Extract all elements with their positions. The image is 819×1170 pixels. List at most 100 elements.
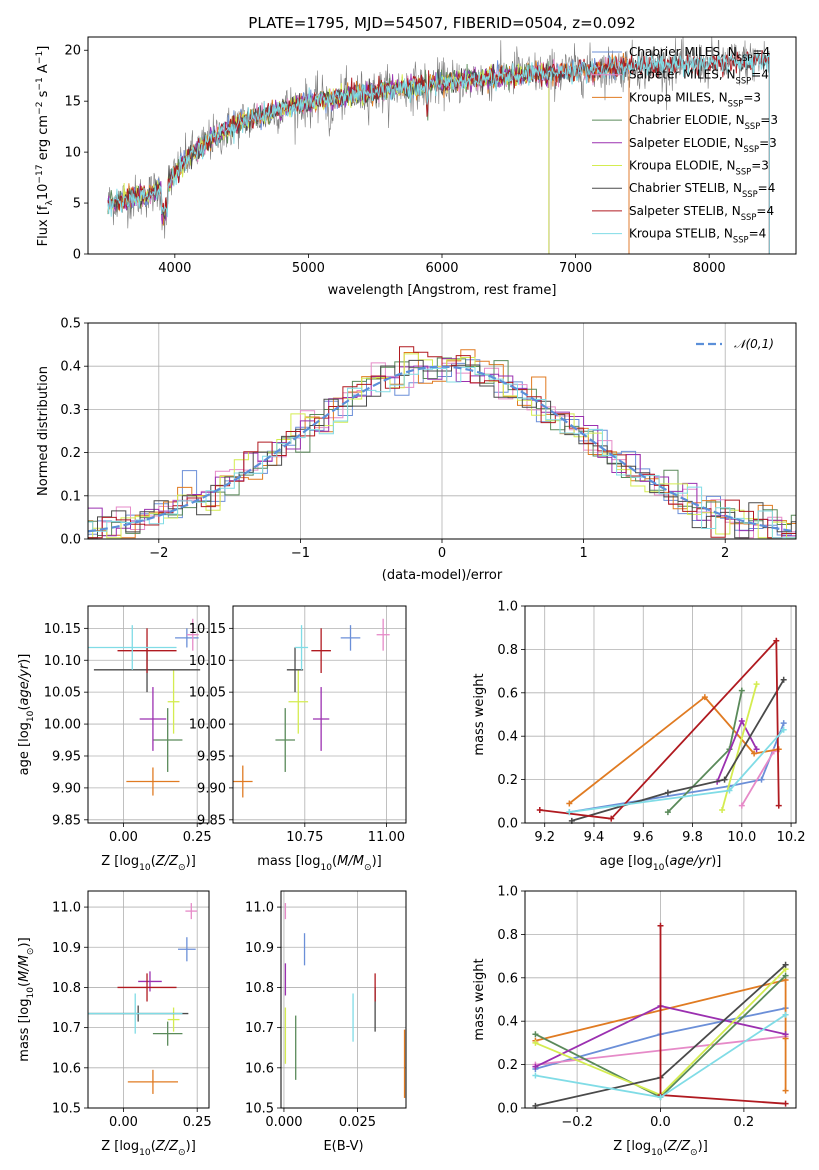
residuals-panel: −2 −1 0 1 2 0.0 0.1 0.2 0.3 0.4 0.5 (data-model)/er… <box>36 317 797 583</box>
legend-label: Kroupa ELODIE, NSSP=3 <box>629 159 769 177</box>
mass-vs-ebv-xtick-label: 0.000 <box>265 1115 302 1130</box>
legend-label: Kroupa STELIB, NSSP=4 <box>629 227 766 245</box>
residuals-ytick-label: 0.5 <box>60 317 81 332</box>
age-vs-mass-ytick-label: 9.85 <box>197 813 226 828</box>
legend-label: Chabrier ELODIE, NSSP=3 <box>629 113 778 131</box>
residuals-xtick-label: −2 <box>149 546 168 561</box>
weight-vs-age-xtick-label: 10.0 <box>727 830 756 845</box>
weight-vs-age-marker <box>775 802 782 809</box>
weight-vs-Z-marker <box>657 922 664 929</box>
spectrum-xtick-label: 7000 <box>559 261 592 276</box>
residuals-histogram <box>88 359 796 539</box>
mass-vs-Z-frame <box>87 890 210 1109</box>
age-vs-mass-ytick-label: 10.10 <box>189 654 226 669</box>
weight-vs-age-series-line <box>721 683 758 811</box>
residuals-legend-label: 𝒩(0,1) <box>734 337 774 351</box>
weight-vs-Z-marker <box>532 1072 539 1079</box>
weight-vs-age-ylabel: mass weight <box>472 673 487 755</box>
mass-vs-Z-xtick-label: 0.00 <box>109 1115 138 1130</box>
residuals-xtick-label: 2 <box>721 546 729 561</box>
weight-vs-Z-ytick-label: 0.6 <box>497 971 518 986</box>
legend-label: Salpeter MILES, NSSP=4 <box>629 68 769 86</box>
spectrum-ytick-label: 20 <box>64 44 81 59</box>
mass-vs-ebv-xtick-label: 0.025 <box>339 1115 376 1130</box>
weight-vs-age-series-line <box>568 695 779 805</box>
spectrum-legend: Chabrier MILES, NSSP=4 Salpeter MILES, NS… <box>592 45 778 245</box>
legend-label: Chabrier STELIB, NSSP=4 <box>629 181 775 199</box>
age-vs-mass-frame <box>232 605 407 824</box>
weight-vs-Z-marker <box>782 1031 789 1038</box>
normal-curve <box>87 365 797 533</box>
weight-vs-age-ytick-label: 0.0 <box>497 817 518 832</box>
weight-vs-age-marker <box>726 787 733 794</box>
age-vs-Z-ytick-label: 10.00 <box>44 718 81 733</box>
weight-vs-Z-ytick-label: 0.0 <box>497 1102 518 1117</box>
age-vs-Z-ytick-label: 10.10 <box>44 654 81 669</box>
age-vs-mass-xtick-label: 10.75 <box>286 830 323 845</box>
weight-vs-Z-ylabel: mass weight <box>472 958 487 1040</box>
weight-vs-age-xtick-label: 9.6 <box>633 830 654 845</box>
weight-vs-age-ytick-label: 0.8 <box>497 643 518 658</box>
weight-vs-age-series-line <box>569 729 785 813</box>
spectrum-model-line <box>107 50 770 254</box>
age-vs-mass-ytick-label: 9.95 <box>197 749 226 764</box>
spectrum-xtick-label: 4000 <box>158 261 191 276</box>
residuals-xtick-label: 1 <box>579 546 587 561</box>
mass-vs-Z-ytick-label: 10.9 <box>52 941 81 956</box>
weight-vs-Z-xtick-label: 0.0 <box>650 1115 671 1130</box>
weight-vs-age-series-line <box>741 750 775 807</box>
spectrum-ytick-label: 15 <box>64 95 81 110</box>
weight-vs-age-marker <box>773 637 780 644</box>
weight-vs-Z-marker <box>782 1100 789 1107</box>
spectrum-xtick-label: 8000 <box>693 261 726 276</box>
residuals-xtick-label: 0 <box>438 546 446 561</box>
legend-label: Salpeter ELODIE, NSSP=3 <box>629 136 777 154</box>
residuals-ylabel: Normed distribution <box>36 366 51 496</box>
mass-vs-ebv-ytick-label: 10.9 <box>245 941 274 956</box>
weight-vs-age-marker <box>608 815 615 822</box>
legend-label: Salpeter STELIB, NSSP=4 <box>629 204 774 222</box>
residuals-ytick-label: 0.3 <box>60 403 81 418</box>
mass-vs-ebv-ytick-label: 10.5 <box>245 1102 274 1117</box>
age-vs-Z-frame <box>87 605 210 824</box>
mass-vs-ebv-frame <box>280 890 407 1109</box>
weight-vs-age-panel: 9.2 9.4 9.6 9.8 10.0 10.2 0.0 0.2 0.4 0.6 0.8 1.0 ag… <box>472 600 806 874</box>
weight-vs-age-marker <box>753 746 760 753</box>
weight-vs-age-ytick-label: 0.6 <box>497 686 518 701</box>
residuals-ytick-label: 0.4 <box>60 360 81 375</box>
mass-vs-ebv-ytick-label: 11.0 <box>245 901 274 916</box>
age-vs-mass-xlabel: mass [log10(M/M⊙)] <box>257 854 381 873</box>
residuals-histogram <box>88 358 796 537</box>
legend-label: Chabrier MILES, NSSP=4 <box>629 45 770 63</box>
weight-vs-age-marker <box>738 687 745 694</box>
age-vs-Z-ytick-label: 9.90 <box>52 781 81 796</box>
spectrum-title: PLATE=1795, MJD=54507, FIBERID=0504, z=0… <box>248 14 635 32</box>
weight-vs-age-marker <box>721 776 728 783</box>
residuals-histogram <box>88 346 796 539</box>
residuals-xtick-label: −1 <box>291 546 310 561</box>
residuals-ytick-label: 0.0 <box>60 533 81 548</box>
spectrum-xlabel: wavelength [Angstrom, rest frame] <box>328 283 557 298</box>
weight-vs-Z-xtick-label: 0.2 <box>734 1115 755 1130</box>
mass-vs-Z-panel: 0.00 0.25 10.5 10.6 10.7 10.8 10.9 11.0 Z [log10… <box>17 890 212 1158</box>
weight-vs-Z-marker <box>782 972 789 979</box>
weight-vs-Z-marker <box>782 961 789 968</box>
spectrum-panel: 4000 5000 6000 7000 8000 0 5 10 15 20 PLATE=1795, … <box>35 14 797 298</box>
weight-vs-age-marker <box>664 789 671 796</box>
weight-vs-age-marker <box>780 676 787 683</box>
weight-vs-Z-marker <box>782 1011 789 1018</box>
spectrum-xtick-label: 6000 <box>425 261 458 276</box>
spectrum-model-line <box>107 46 770 254</box>
weight-vs-age-marker <box>758 776 765 783</box>
age-vs-Z-ytick-label: 10.15 <box>44 622 81 637</box>
spectrum-ylabel: Flux [fλ10−17 erg cm−2 s−1 A−1] <box>35 46 55 247</box>
mass-vs-ebv-ytick-label: 10.8 <box>245 981 274 996</box>
weight-vs-age-marker <box>780 720 787 727</box>
age-vs-Z-xlabel: Z [log10(Z/Z⊙)] <box>101 854 196 873</box>
spectrum-xtick-label: 5000 <box>292 261 325 276</box>
weight-vs-Z-xlabel: Z [log10(Z/Z⊙)] <box>613 1139 708 1158</box>
weight-vs-Z-ytick-label: 1.0 <box>497 885 518 900</box>
mass-vs-ebv-xlabel: E(B-V) <box>323 1139 363 1154</box>
weight-vs-age-xtick-label: 10.2 <box>777 830 806 845</box>
